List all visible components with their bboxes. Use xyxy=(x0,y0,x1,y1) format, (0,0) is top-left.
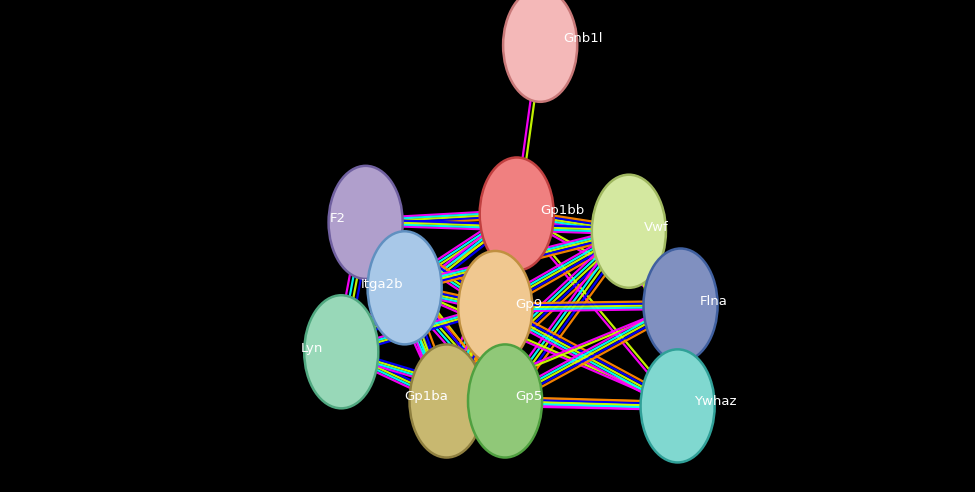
Text: Gp1bb: Gp1bb xyxy=(540,204,584,217)
Ellipse shape xyxy=(368,231,442,344)
Text: Itga2b: Itga2b xyxy=(361,278,404,291)
Text: Lyn: Lyn xyxy=(300,342,323,355)
Ellipse shape xyxy=(329,166,403,279)
Ellipse shape xyxy=(503,0,577,102)
Ellipse shape xyxy=(458,251,532,364)
Text: Ywhaz: Ywhaz xyxy=(694,396,737,408)
Ellipse shape xyxy=(592,175,666,288)
Text: Gp5: Gp5 xyxy=(515,390,542,403)
Text: Gp9: Gp9 xyxy=(515,298,542,310)
Text: Gnb1l: Gnb1l xyxy=(564,32,604,45)
Ellipse shape xyxy=(644,248,718,362)
Text: Flna: Flna xyxy=(700,295,728,308)
Ellipse shape xyxy=(410,344,484,458)
Ellipse shape xyxy=(468,344,542,458)
Ellipse shape xyxy=(641,349,715,462)
Text: Gp1ba: Gp1ba xyxy=(405,390,449,403)
Text: F2: F2 xyxy=(330,212,345,225)
Text: Vwf: Vwf xyxy=(644,221,668,234)
Ellipse shape xyxy=(304,295,378,408)
Ellipse shape xyxy=(480,157,554,271)
